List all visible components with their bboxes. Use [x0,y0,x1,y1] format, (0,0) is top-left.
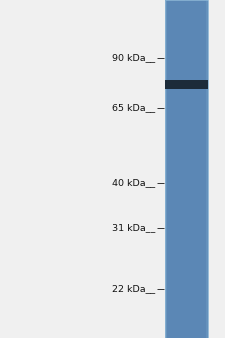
Bar [165,0,208,338]
Bar [165,0,167,338]
Bar [165,80,208,89]
Text: 40 kDa__: 40 kDa__ [112,178,155,188]
Text: 90 kDa__: 90 kDa__ [112,53,155,63]
Text: 22 kDa__: 22 kDa__ [112,285,155,293]
Text: 65 kDa__: 65 kDa__ [112,103,155,113]
Bar [165,0,208,338]
Text: 31 kDa__: 31 kDa__ [112,223,155,233]
Bar [206,0,208,338]
